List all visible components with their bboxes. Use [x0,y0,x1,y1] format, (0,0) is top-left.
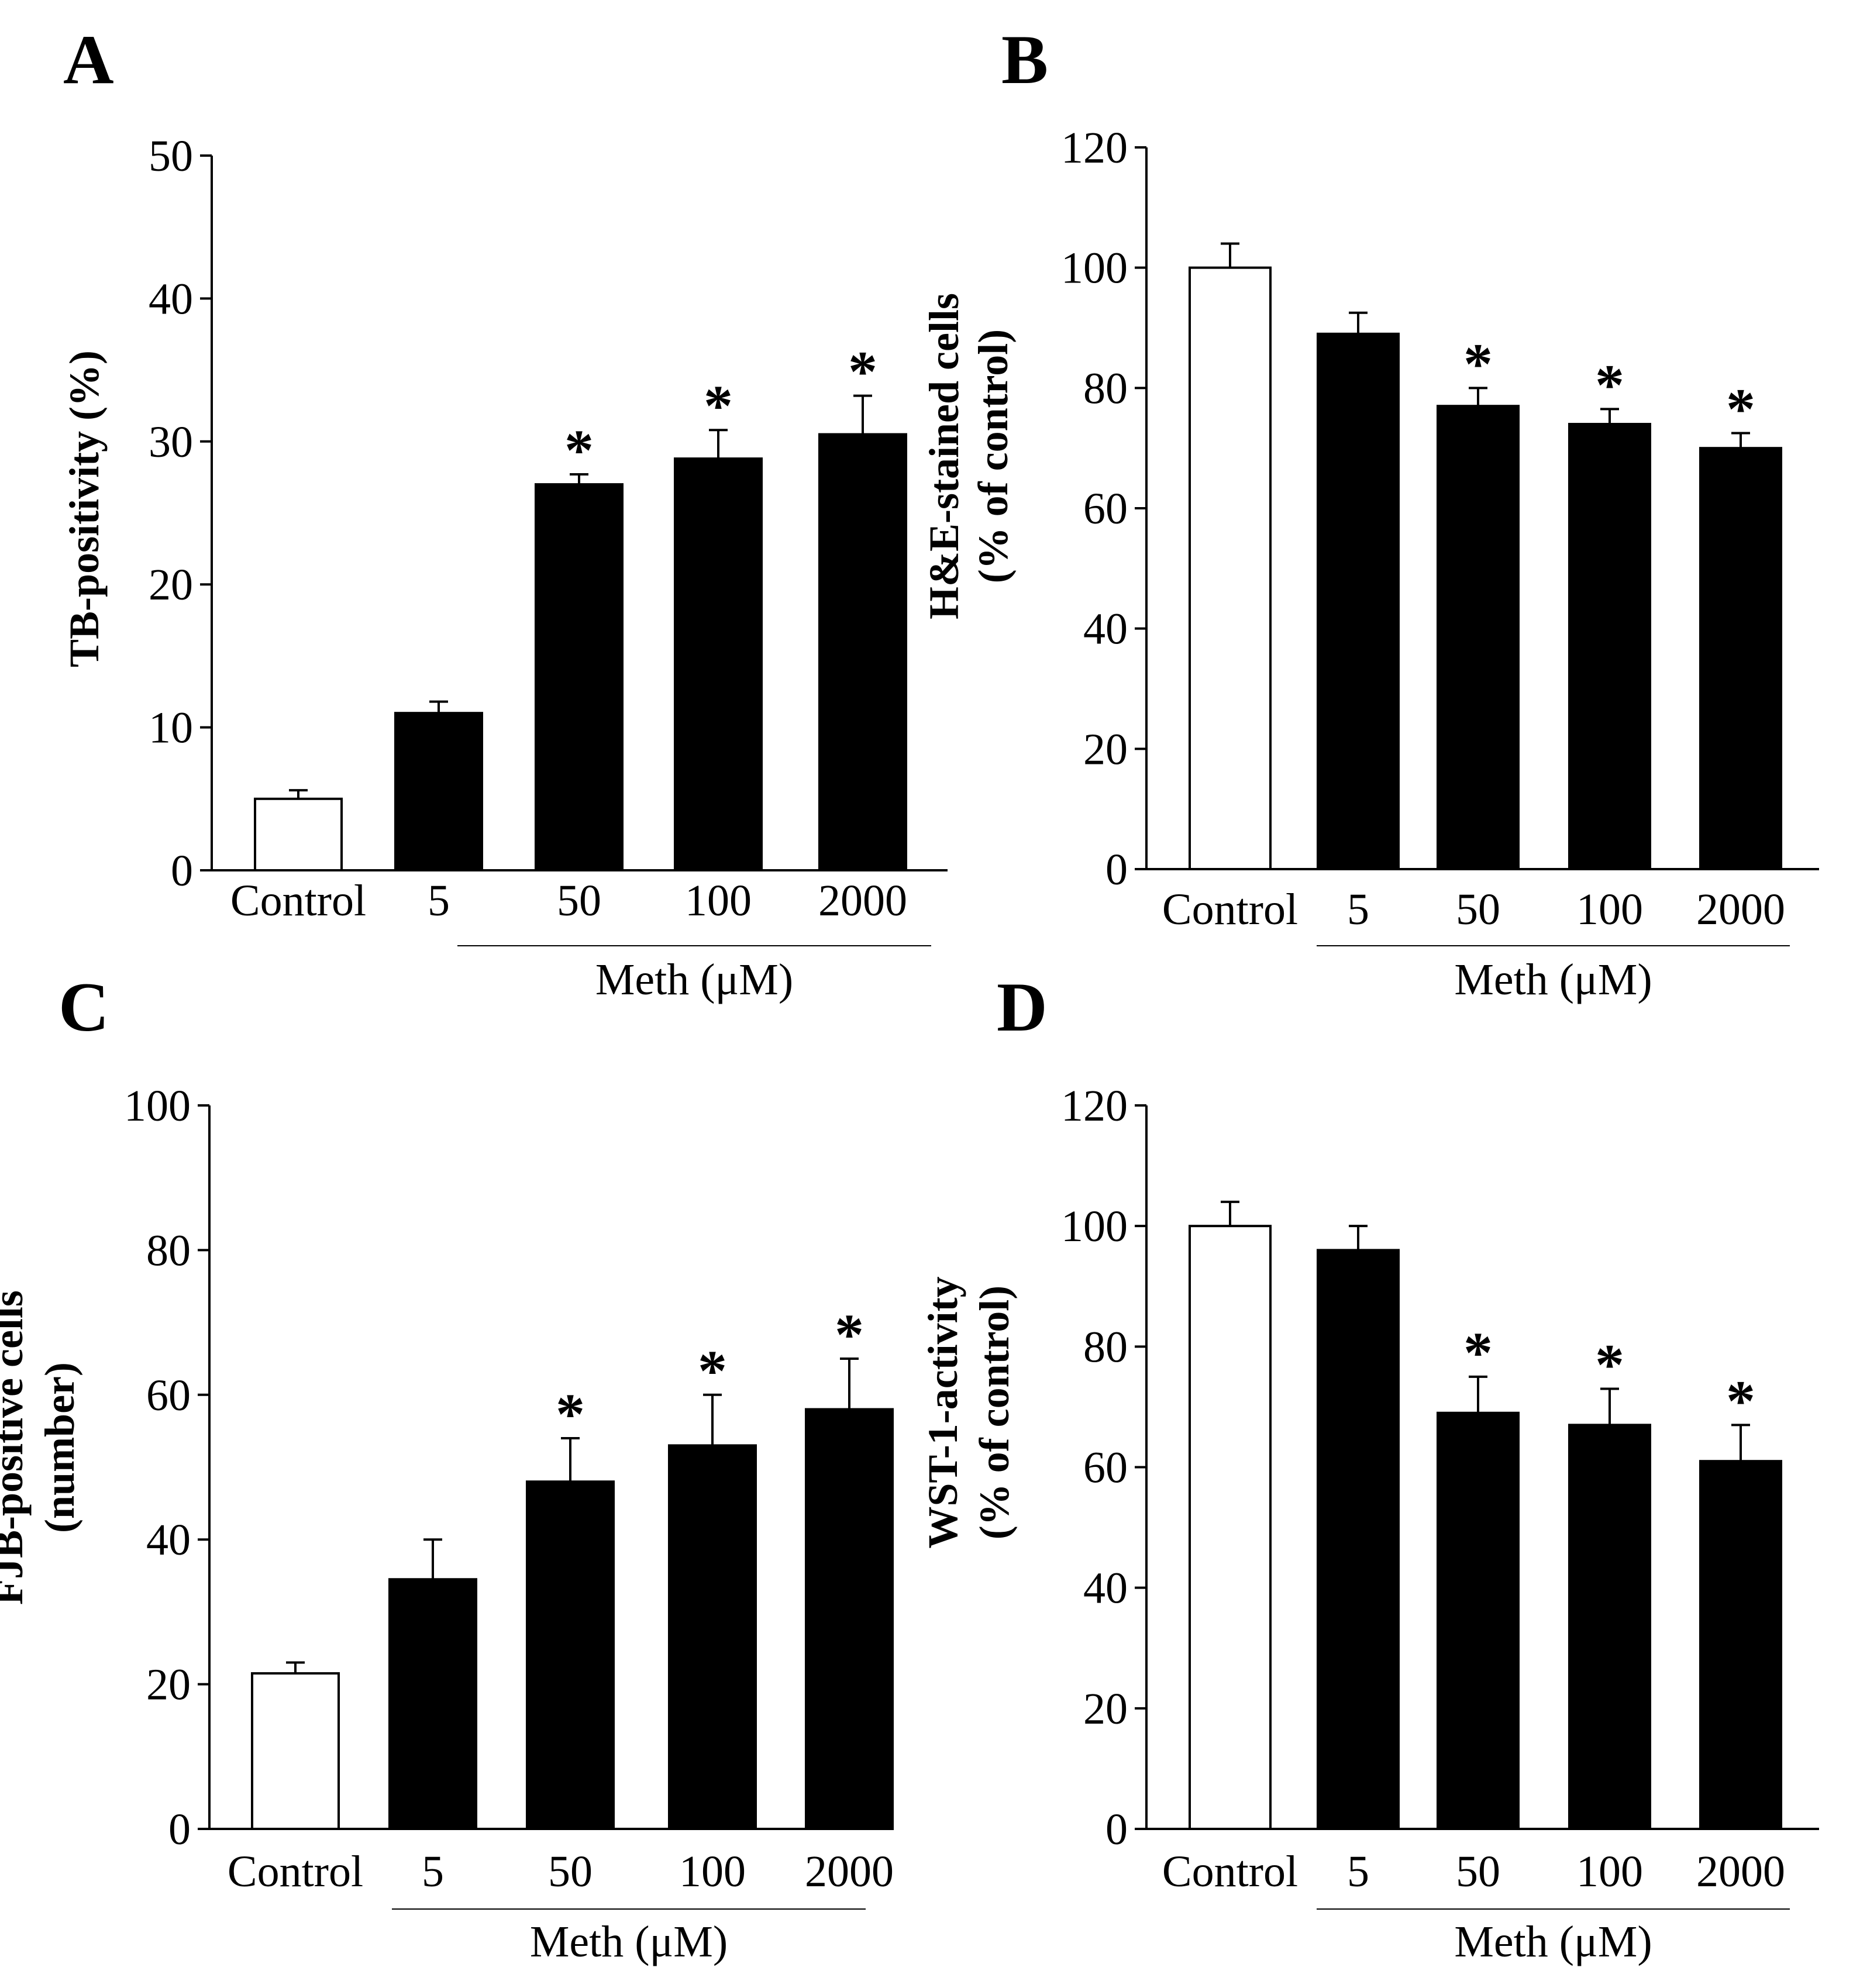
y-axis-title: (% of control) [971,1286,1018,1540]
y-tick-label: 20 [1083,725,1128,774]
x-group-label: Meth (μM) [595,955,793,1004]
y-tick-label: 80 [1083,1322,1128,1372]
x-tick-label: 50 [1456,1847,1500,1896]
bar [1317,332,1400,870]
y-tick-label: 50 [149,132,193,181]
y-tick-label: 0 [1105,845,1128,894]
x-tick-label: 50 [548,1847,593,1896]
bar [668,1444,757,1830]
x-tick-label: Control [1162,1847,1298,1896]
x-tick-label: 50 [557,876,601,925]
y-tick-label: 80 [146,1226,191,1275]
x-tick-label: 100 [1576,1847,1643,1896]
y-axis-title: (number) [36,1362,83,1533]
y-axis-title: WST-1-activity [919,1276,966,1548]
bar [388,1578,477,1831]
y-axis-title: FJB-positive cells [0,1290,32,1605]
bar [251,1672,340,1830]
bar [1568,423,1651,870]
panel-letter-a: A [63,20,114,98]
panel-letter-d: D [997,968,1048,1046]
chart-panel-c: 0 20 40 60 80 100 FJB-positive cells(number) Co… [0,1081,894,1966]
y-tick-label: 20 [1083,1684,1128,1734]
bar [1568,1424,1651,1830]
x-tick-label: 5 [1347,1847,1369,1896]
x-tick-label: 100 [679,1847,746,1896]
x-group-label: Meth (μM) [1454,1917,1652,1966]
chart-panel-a: 0 10 20 30 40 50 TB-positivity (%) Control 5 * 50 *… [61,132,948,1004]
x-tick-label: 2000 [1696,1847,1785,1896]
bar [1699,1460,1782,1830]
y-tick-label: 0 [168,1805,191,1854]
significance-star: * [1463,1320,1493,1385]
y-tick-label: 100 [1061,1202,1128,1251]
y-tick-label: 30 [149,418,193,467]
significance-star: * [704,373,733,438]
x-tick-label: 100 [685,876,752,925]
significance-star: * [1726,1368,1755,1433]
bar [394,712,483,872]
bar [254,797,343,872]
significance-star: * [556,1381,585,1446]
y-tick-label: 120 [1061,1081,1128,1131]
x-tick-label: 5 [422,1847,444,1896]
x-tick-label: 5 [428,876,450,925]
y-axis-title: (% of control) [970,329,1017,584]
bar [1189,266,1272,871]
panel-letter-b: B [1001,20,1048,98]
y-tick-label: 100 [1061,244,1128,293]
y-tick-label: 120 [1061,123,1128,173]
bar [1189,1225,1272,1831]
y-tick-label: 40 [1083,1564,1128,1613]
bar [818,433,907,871]
y-tick-label: 20 [146,1660,191,1710]
bar [1437,1411,1520,1831]
x-group-label: Meth (μM) [530,1917,728,1966]
y-tick-label: 60 [1083,484,1128,533]
bar [535,483,624,871]
significance-star: * [564,418,594,483]
chart-panel-b: 0 20 40 60 80 100 120 H&E-stained cells (% of co… [921,123,1819,1004]
x-tick-label: Control [228,1847,363,1896]
x-tick-label: 100 [1576,885,1643,934]
y-tick-label: 0 [1105,1805,1128,1854]
significance-star: * [848,339,877,404]
y-tick-label: 10 [149,704,193,753]
y-tick-label: 40 [146,1515,191,1565]
x-tick-label: 50 [1456,885,1500,934]
x-tick-label: 2000 [805,1847,894,1896]
bar [1437,405,1520,870]
y-tick-label: 20 [149,560,193,609]
y-tick-label: 40 [1083,605,1128,654]
x-tick-label: 2000 [818,876,907,925]
significance-star: * [835,1302,864,1367]
bar [1317,1249,1400,1830]
bar [805,1408,894,1831]
significance-star: * [698,1338,727,1403]
y-tick-label: 40 [149,274,193,323]
y-axis-title: H&E-stained cells [921,293,967,619]
significance-star: * [1595,352,1624,417]
panel-letter-c: C [58,968,109,1046]
x-tick-label: Control [1162,885,1298,934]
y-tick-label: 60 [1083,1443,1128,1493]
y-tick-label: 80 [1083,364,1128,413]
chart-panel-d: 0 20 40 60 80 100 120 WST-1-activity (% of contr… [919,1081,1819,1966]
bar [526,1480,615,1830]
significance-star: * [1595,1332,1624,1397]
y-tick-label: 0 [171,846,193,895]
bar [1699,447,1782,870]
significance-star: * [1463,331,1493,396]
y-axis-title: TB-positivity (%) [61,350,108,667]
x-tick-label: 2000 [1696,885,1785,934]
significance-star: * [1726,376,1755,441]
x-group-label: Meth (μM) [1454,955,1652,1004]
x-tick-label: 5 [1347,885,1369,934]
bar [674,457,763,871]
y-tick-label: 100 [124,1081,191,1131]
x-tick-label: Control [230,876,366,925]
y-tick-label: 60 [146,1371,191,1420]
